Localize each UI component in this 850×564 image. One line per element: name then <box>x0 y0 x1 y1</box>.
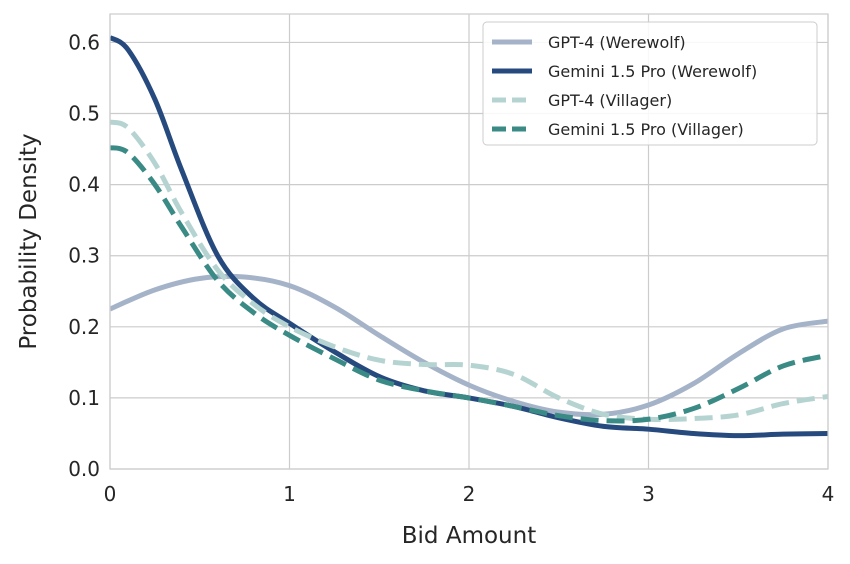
legend-label: GPT-4 (Werewolf) <box>548 33 686 52</box>
y-tick-label: 0.4 <box>68 173 100 197</box>
series-line-2 <box>110 35 828 439</box>
y-tick-label: 0.1 <box>68 386 100 410</box>
y-tick-label: 0.2 <box>68 315 100 339</box>
x-axis-label: Bid Amount <box>402 523 536 549</box>
y-axis-label: Probability Density <box>16 133 42 349</box>
series-lines <box>110 35 828 439</box>
legend-label: GPT-4 (Villager) <box>548 91 672 110</box>
plot-frame <box>109 13 829 470</box>
y-tick-label: 0.5 <box>68 102 100 126</box>
y-tick-label: 0.6 <box>68 30 100 54</box>
y-tick-label: 0.0 <box>68 457 100 481</box>
x-tick-label: 0 <box>104 482 117 506</box>
legend-box <box>482 21 818 146</box>
legend-label: Gemini 1.5 Pro (Villager) <box>548 120 744 139</box>
series-line-3 <box>110 119 828 423</box>
legend-label: Gemini 1.5 Pro (Werewolf) <box>548 62 757 81</box>
x-tick-label: 2 <box>463 482 476 506</box>
x-tick-label: 4 <box>822 482 835 506</box>
y-tick-label: 0.3 <box>68 244 100 268</box>
x-tick-label: 3 <box>642 482 655 506</box>
x-tick-label: 1 <box>283 482 296 506</box>
legend: GPT-4 (Werewolf) Gemini 1.5 Pro (Werewolf… <box>482 21 818 146</box>
series-line-4 <box>110 145 828 424</box>
tick-labels: 0 1 2 3 4 0.0 0.1 0.2 0.3 0.4 0.5 0.6 <box>68 30 834 506</box>
